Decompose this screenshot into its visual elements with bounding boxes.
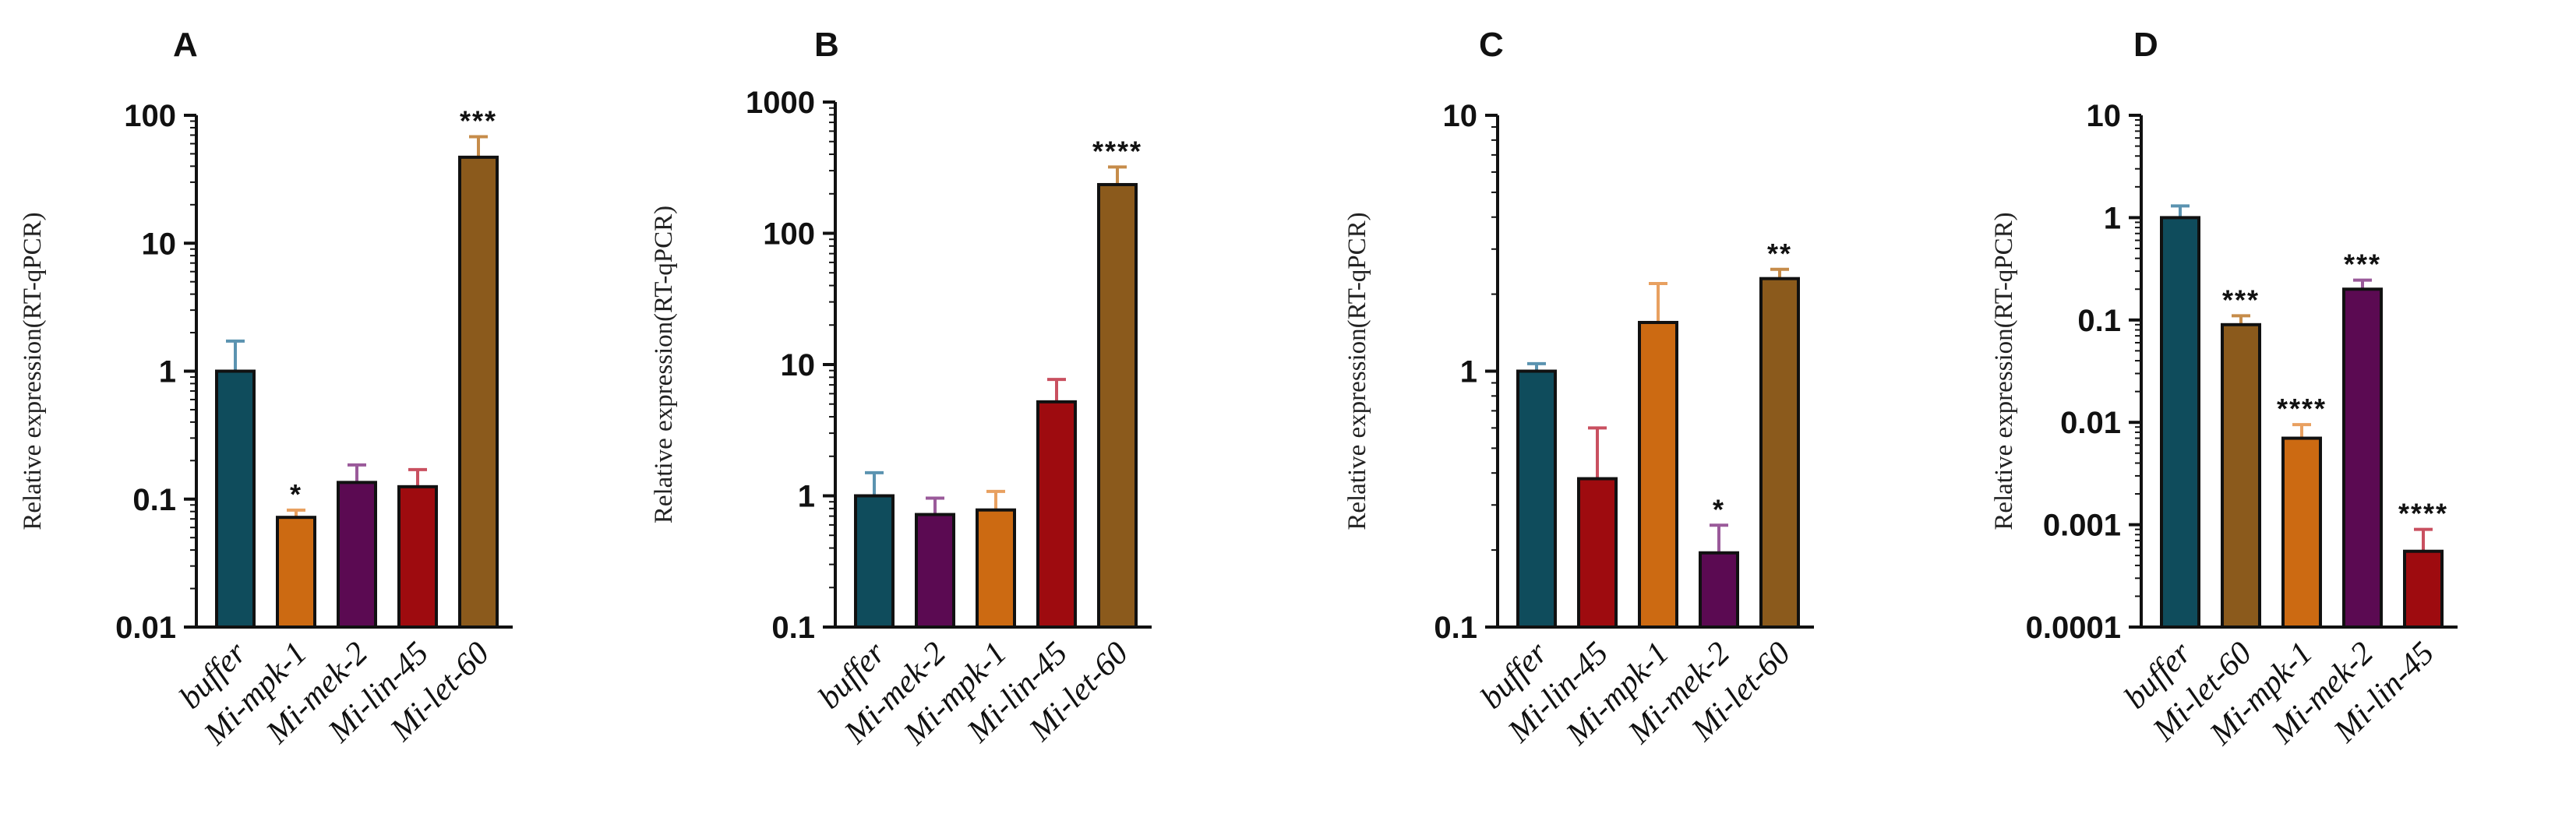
panel-letter: B xyxy=(814,26,839,64)
y-axis-title: Relative expression(RT-qPCR) xyxy=(1343,212,1371,530)
bar-mi-let-60 xyxy=(1759,277,1800,629)
y-tick-label: 10 xyxy=(781,348,816,382)
panel-b: B Relative expression(RT-qPCR) 0.1 1 10 100 10… xyxy=(650,26,1152,752)
y-tick-label: 0.01 xyxy=(115,611,176,645)
panel-d: D Relative expression(RT-qPCR) 0.0001 0.001… xyxy=(1990,26,2458,752)
panel-letter: C xyxy=(1479,26,1504,64)
significance-label: *** xyxy=(2344,248,2381,280)
y-axis-title: Relative expression(RT-qPCR) xyxy=(1990,212,2018,530)
y-tick-label: 1 xyxy=(798,480,815,514)
y-tick-label: 0.001 xyxy=(2043,509,2121,543)
y-tick-label: 0.1 xyxy=(132,483,176,517)
panel-a: A Relative expression(RT-qPCR) 0.01 0.1 1 10 1… xyxy=(19,26,513,752)
bar-mi-mpk-1 xyxy=(1638,320,1678,629)
y-tick-label: 1000 xyxy=(746,86,815,120)
significance-label: **** xyxy=(2398,498,2448,530)
y-tick-label: 0.1 xyxy=(1434,611,1477,645)
bar-mi-lin-45 xyxy=(1036,400,1077,629)
y-tick-label: 100 xyxy=(763,217,815,252)
y-tick-label: 1 xyxy=(1460,355,1477,389)
bar-buffer xyxy=(2160,216,2200,629)
panel-letter: D xyxy=(2133,26,2158,64)
bar-mi-mek-2 xyxy=(2342,287,2383,629)
bar-buffer xyxy=(854,494,895,629)
bar-mi-mek-2 xyxy=(1699,551,1739,629)
bar-mi-lin-45 xyxy=(2403,549,2444,629)
y-tick-label: 0.1 xyxy=(771,611,815,645)
bar-mi-lin-45 xyxy=(1577,477,1618,629)
bar-mi-mek-2 xyxy=(337,481,377,629)
y-tick-label: 0.01 xyxy=(2060,406,2121,440)
y-tick-label: 1 xyxy=(159,355,176,389)
bar-mi-mpk-1 xyxy=(976,508,1016,629)
bar-mi-mek-2 xyxy=(915,513,955,629)
bar-mi-mpk-1 xyxy=(276,516,316,629)
y-tick-label: 10 xyxy=(2087,99,2122,133)
significance-label: **** xyxy=(1092,135,1142,167)
y-tick-label: 10 xyxy=(142,227,177,261)
bar-mi-let-60 xyxy=(2221,322,2261,629)
y-axis-title: Relative expression(RT-qPCR) xyxy=(650,206,678,523)
bar-buffer xyxy=(215,369,256,629)
bar-mi-let-60 xyxy=(1097,182,1138,629)
significance-label: **** xyxy=(2277,393,2327,425)
y-axis-title: Relative expression(RT-qPCR) xyxy=(19,212,47,530)
y-tick-label: 0.0001 xyxy=(2026,611,2121,645)
significance-label: * xyxy=(290,478,302,510)
y-tick-label: 0.1 xyxy=(2077,304,2121,338)
y-tick-label: 100 xyxy=(124,99,176,133)
bar-mi-let-60 xyxy=(458,155,499,629)
significance-label: ** xyxy=(1767,238,1792,270)
significance-label: * xyxy=(1713,493,1725,525)
bar-mi-mpk-1 xyxy=(2281,436,2322,629)
significance-label: *** xyxy=(2222,284,2260,315)
y-tick-label: 1 xyxy=(2104,201,2121,235)
bar-buffer xyxy=(1516,369,1557,629)
significance-label: *** xyxy=(460,105,497,137)
y-tick-label: 10 xyxy=(1443,99,1478,133)
bar-mi-lin-45 xyxy=(397,485,438,629)
panel-letter: A xyxy=(173,26,198,64)
